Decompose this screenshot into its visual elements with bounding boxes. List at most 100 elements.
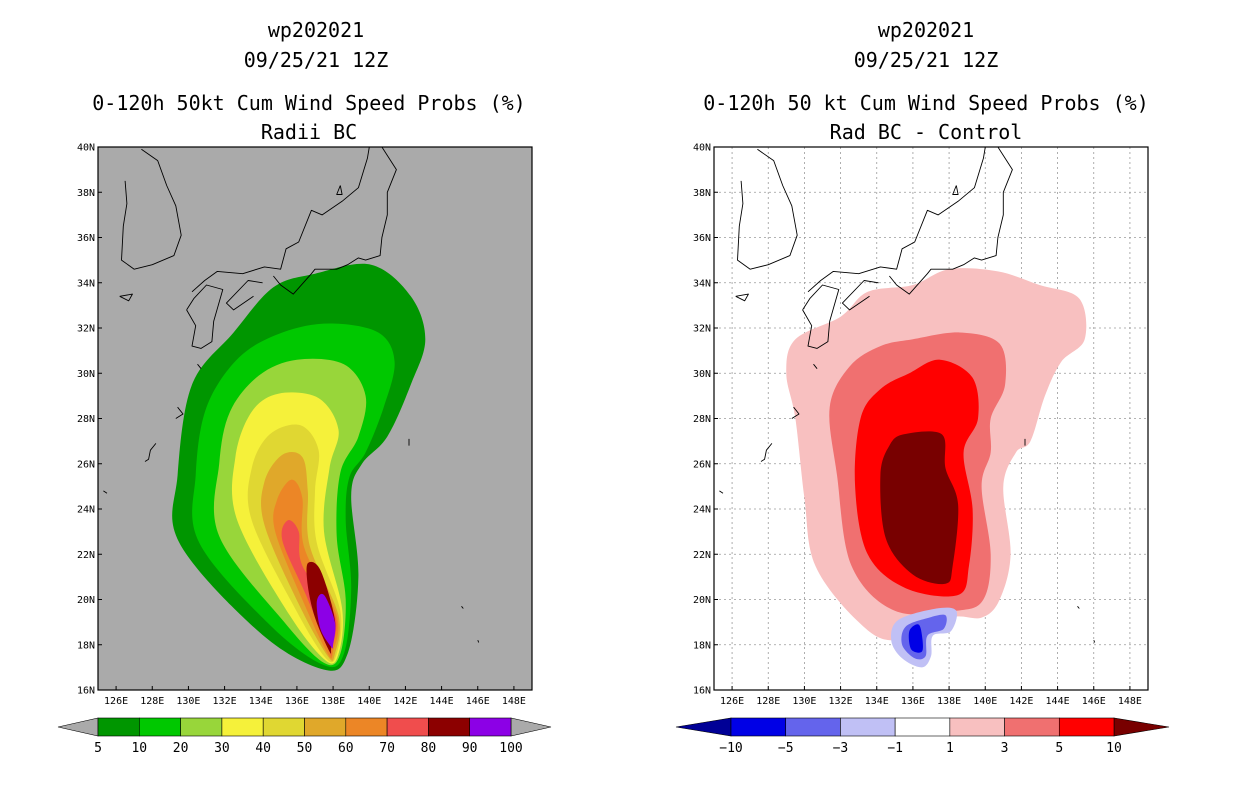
- y-tick-label: 20N: [77, 595, 95, 606]
- x-tick-label: 142E: [393, 696, 417, 707]
- x-tick-label: 134E: [865, 696, 889, 707]
- coastline-segment: [119, 293, 133, 302]
- colorbar-arrow-high: [1113, 717, 1170, 737]
- x-tick-label: 130E: [792, 696, 816, 707]
- colorbar-swatch: [840, 717, 896, 737]
- right-map-plot: [714, 147, 1148, 710]
- y-tick-label: 38N: [693, 188, 711, 199]
- coastline-segment: [175, 406, 184, 419]
- y-tick-label: 30N: [693, 369, 711, 380]
- colorbar-label: 30: [214, 741, 230, 756]
- x-tick-label: 148E: [1118, 696, 1142, 707]
- coastline-segment: [1093, 640, 1096, 643]
- x-tick-label: 132E: [829, 696, 853, 707]
- colorbar-swatch: [345, 717, 388, 737]
- colorbar-swatch: [469, 717, 512, 737]
- right-coastline: [714, 147, 1096, 710]
- colorbar-arrow-high: [510, 717, 552, 737]
- right-title-date: 09/25/21 12Z: [854, 48, 999, 72]
- x-tick-label: 140E: [357, 696, 381, 707]
- colorbar-label: −1: [887, 741, 903, 756]
- y-tick-label: 20N: [693, 595, 711, 606]
- colorbar-label: 70: [379, 741, 395, 756]
- left-axes-labels: 126E 128E 130E 132E 134E 136E 138E 140E 142E 144E…: [77, 143, 526, 708]
- y-tick-label: 34N: [77, 278, 95, 289]
- coastline-segment: [719, 490, 724, 494]
- right-difference-contours: [786, 268, 1087, 668]
- colorbar-label: 40: [255, 741, 271, 756]
- colorbar-swatch: [221, 717, 264, 737]
- colorbar-label: 100: [499, 741, 522, 756]
- coastline-segment: [336, 185, 343, 195]
- x-tick-label: 144E: [430, 696, 454, 707]
- left-title-subtitle: Radii BC: [261, 120, 357, 144]
- y-tick-label: 18N: [77, 640, 95, 651]
- coastline-segment: [186, 284, 224, 349]
- right-title-product: 0-120h 50 kt Cum Wind Speed Probs (%): [703, 91, 1149, 115]
- colorbar-arrow-low: [57, 717, 99, 737]
- colorbar-swatch: [785, 717, 841, 737]
- coastline-segment: [191, 147, 370, 293]
- right-colorbar: −10 −5 −3 −1 1 3 5 10: [675, 717, 1170, 756]
- x-tick-label: 134E: [249, 696, 273, 707]
- colorbar-label: 5: [1055, 741, 1063, 756]
- x-tick-label: 126E: [720, 696, 744, 707]
- colorbar-label: −5: [778, 741, 794, 756]
- y-tick-label: 16N: [77, 686, 95, 697]
- x-tick-label: 130E: [176, 696, 200, 707]
- coastline-segment: [103, 490, 108, 494]
- colorbar-swatch: [97, 717, 140, 737]
- x-tick-label: 132E: [213, 696, 237, 707]
- right-axes-labels: 126E 128E 130E 132E 134E 136E 138E 140E 142E 144E…: [693, 143, 1142, 708]
- coastline-segment: [807, 147, 986, 293]
- coastline-segment: [477, 640, 480, 643]
- coastline-segment: [737, 148, 798, 270]
- coastline-segment: [952, 185, 959, 195]
- y-tick-label: 26N: [693, 459, 711, 470]
- y-tick-label: 24N: [693, 505, 711, 516]
- right-title-storm-id: wp202021: [878, 18, 974, 42]
- coastline-segment: [197, 363, 202, 369]
- coastline-segment: [760, 443, 773, 462]
- right-title-subtitle: Rad BC - Control: [830, 120, 1023, 144]
- colorbar-swatch: [386, 717, 429, 737]
- colorbar-label: 5: [94, 741, 102, 756]
- left-title-storm-id: wp202021: [268, 18, 364, 42]
- y-tick-label: 30N: [77, 369, 95, 380]
- x-tick-label: 136E: [901, 696, 925, 707]
- colorbar-label: −3: [833, 741, 849, 756]
- colorbar-label: 10: [131, 741, 147, 756]
- coastline-segment: [791, 406, 800, 419]
- y-tick-label: 26N: [77, 459, 95, 470]
- coastline-segment: [1077, 606, 1080, 609]
- y-tick-label: 32N: [77, 324, 95, 335]
- coastline-segment: [1088, 708, 1089, 710]
- panel-radii-bc: wp202021 09/25/21 12Z 0-120h 50kt Cum Wi…: [57, 18, 552, 756]
- coastline-segment: [461, 606, 464, 609]
- colorbar-label: 10: [1106, 741, 1122, 756]
- coastline-segment: [841, 280, 879, 311]
- y-tick-label: 32N: [693, 324, 711, 335]
- contour-level-10: [880, 431, 959, 585]
- coastline-segment: [735, 293, 749, 302]
- x-tick-label: 138E: [321, 696, 345, 707]
- contour-level-90: [316, 593, 336, 649]
- y-tick-label: 24N: [77, 505, 95, 516]
- colorbar-swatch: [304, 717, 347, 737]
- x-tick-label: 128E: [140, 696, 164, 707]
- x-tick-label: 144E: [1046, 696, 1070, 707]
- colorbar-swatch: [1004, 717, 1060, 737]
- left-title-date: 09/25/21 12Z: [244, 48, 389, 72]
- x-tick-label: 140E: [973, 696, 997, 707]
- colorbar-arrow-low: [675, 717, 732, 737]
- coastline-segment: [144, 443, 157, 462]
- x-tick-label: 126E: [104, 696, 128, 707]
- colorbar-swatch: [730, 717, 787, 737]
- y-tick-label: 36N: [77, 233, 95, 244]
- coastline-segment: [472, 708, 473, 710]
- left-colorbar: 5 10 20 30 40 50 60 70 80 90 100: [57, 717, 552, 756]
- colorbar-swatch: [180, 717, 223, 737]
- y-tick-label: 28N: [77, 414, 95, 425]
- contour-level--5: [908, 624, 923, 653]
- colorbar-swatch: [894, 717, 951, 737]
